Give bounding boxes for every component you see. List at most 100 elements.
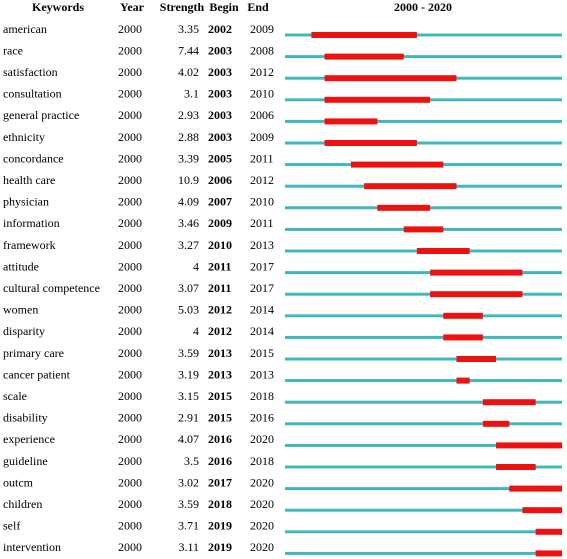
begin: 2009 bbox=[208, 216, 232, 230]
keyword: concordance bbox=[3, 151, 64, 165]
end: 2010 bbox=[250, 87, 274, 101]
strength: 3.59 bbox=[178, 497, 199, 511]
keyword: american bbox=[3, 22, 47, 36]
timeline-track bbox=[285, 443, 562, 447]
burst-bar bbox=[522, 507, 562, 514]
timeline-track bbox=[285, 508, 562, 512]
burst-bar bbox=[324, 96, 431, 103]
begin: 2003 bbox=[208, 43, 232, 57]
begin: 2013 bbox=[208, 346, 232, 360]
end: 2009 bbox=[250, 130, 274, 144]
timeline-track bbox=[285, 357, 562, 361]
strength: 3.35 bbox=[178, 22, 199, 36]
year: 2000 bbox=[118, 411, 142, 425]
year: 2000 bbox=[118, 540, 142, 554]
year: 2000 bbox=[118, 281, 142, 295]
burst-bar bbox=[482, 399, 536, 406]
keyword: race bbox=[3, 43, 23, 57]
strength: 7.44 bbox=[178, 43, 199, 57]
end: 2020 bbox=[250, 519, 274, 533]
end: 2009 bbox=[250, 22, 274, 36]
keyword: attitude bbox=[3, 259, 39, 273]
keyword: self bbox=[3, 519, 20, 533]
burst-bar bbox=[482, 420, 510, 427]
keyword: outcm bbox=[3, 475, 34, 489]
keyword: cancer patient bbox=[3, 367, 71, 381]
year: 2000 bbox=[118, 475, 142, 489]
begin: 2016 bbox=[208, 454, 232, 468]
begin: 2019 bbox=[208, 519, 232, 533]
end: 2020 bbox=[250, 540, 274, 554]
header-year: Year bbox=[120, 0, 145, 14]
burst-bar bbox=[403, 226, 444, 233]
timeline-track bbox=[285, 271, 562, 275]
begin: 2015 bbox=[208, 411, 232, 425]
keyword: guideline bbox=[3, 454, 48, 468]
keyword: consultation bbox=[3, 87, 62, 101]
burst-bar bbox=[416, 248, 470, 254]
begin: 2011 bbox=[208, 281, 231, 295]
begin: 2012 bbox=[208, 303, 232, 317]
strength: 3.27 bbox=[178, 238, 199, 252]
strength: 3.15 bbox=[178, 389, 199, 403]
end: 2018 bbox=[250, 389, 274, 403]
keyword: cultural competence bbox=[3, 281, 100, 295]
strength: 4 bbox=[193, 259, 199, 273]
year: 2000 bbox=[118, 519, 142, 533]
end: 2020 bbox=[250, 475, 274, 489]
year: 2000 bbox=[118, 65, 142, 79]
timeline-track bbox=[285, 422, 562, 426]
keyword: disability bbox=[3, 411, 48, 425]
end: 2014 bbox=[250, 303, 274, 317]
begin: 2015 bbox=[208, 389, 232, 403]
year: 2000 bbox=[118, 108, 142, 122]
end: 2020 bbox=[250, 497, 274, 511]
burst-bar bbox=[456, 377, 470, 384]
year: 2000 bbox=[118, 389, 142, 403]
strength: 3.07 bbox=[178, 281, 199, 295]
begin: 2018 bbox=[208, 497, 232, 511]
strength: 3.59 bbox=[178, 346, 199, 360]
strength: 10.9 bbox=[178, 173, 199, 187]
end: 2010 bbox=[250, 195, 274, 209]
burst-bar bbox=[496, 442, 562, 449]
strength: 3.39 bbox=[178, 151, 199, 165]
timeline-track bbox=[285, 119, 562, 123]
strength: 4.09 bbox=[178, 195, 199, 209]
timeline-track bbox=[285, 33, 562, 37]
keyword: disparity bbox=[3, 324, 45, 338]
timeline-track bbox=[285, 551, 562, 555]
year: 2000 bbox=[118, 324, 142, 338]
begin: 2007 bbox=[208, 195, 232, 209]
header-strength: Strength bbox=[160, 0, 205, 14]
header-keyword: Keywords bbox=[32, 0, 84, 14]
strength: 3.46 bbox=[178, 216, 199, 230]
end: 2012 bbox=[250, 65, 274, 79]
strength: 4 bbox=[193, 324, 199, 338]
burst-bar bbox=[324, 53, 404, 60]
begin: 2012 bbox=[208, 324, 232, 338]
strength: 3.02 bbox=[178, 475, 199, 489]
burst-bar bbox=[535, 550, 562, 557]
year: 2000 bbox=[118, 43, 142, 57]
burst-bar bbox=[496, 464, 536, 470]
strength: 3.71 bbox=[178, 519, 199, 533]
year: 2000 bbox=[118, 130, 142, 144]
keyword: intervention bbox=[3, 540, 61, 554]
keyword: general practice bbox=[3, 108, 79, 122]
timeline-track bbox=[285, 400, 562, 404]
year: 2000 bbox=[118, 346, 142, 360]
burst-bar bbox=[324, 75, 457, 82]
strength: 2.88 bbox=[178, 130, 199, 144]
begin: 2017 bbox=[208, 475, 232, 489]
year: 2000 bbox=[118, 303, 142, 317]
begin: 2003 bbox=[208, 65, 232, 79]
burst-bar bbox=[509, 485, 562, 492]
end: 2018 bbox=[250, 454, 274, 468]
keyword: health care bbox=[3, 173, 55, 187]
end: 2016 bbox=[250, 411, 274, 425]
end: 2011 bbox=[250, 151, 274, 165]
end: 2015 bbox=[250, 346, 274, 360]
end: 2017 bbox=[250, 281, 274, 295]
keyword: experience bbox=[3, 432, 55, 446]
